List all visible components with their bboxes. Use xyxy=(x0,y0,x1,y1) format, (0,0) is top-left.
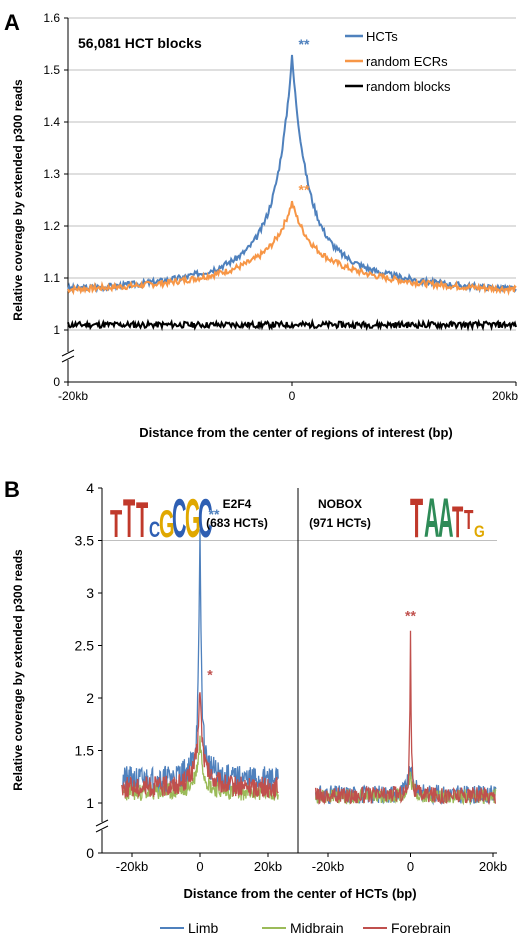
panel-a-x-axis-label: Distance from the center of regions of i… xyxy=(139,425,453,440)
panel-a-block-count: 56,081 HCT blocks xyxy=(78,35,202,51)
panel-b-series-nobox-forebrain xyxy=(314,630,497,806)
panel-b-x-tick-label: 20kb xyxy=(254,859,282,874)
panel-a-series-random-blocks xyxy=(67,317,517,332)
panel-b-significance-markers: ***** xyxy=(207,506,416,683)
panel-b-y-tick-label: 0 xyxy=(86,845,94,861)
motif-logo-letter: G xyxy=(159,502,175,546)
legend-label: Forebrain xyxy=(391,920,451,936)
motif-logo-letter: A xyxy=(438,487,454,549)
panel-a-y-tick-label: 1.3 xyxy=(43,167,60,181)
panel-a-letter: A xyxy=(4,10,20,35)
motif-logo-letter: T xyxy=(464,504,474,535)
motif-logo-letter: A xyxy=(424,487,440,549)
panel-a-x-ticks: -20kb 0 20kb xyxy=(58,382,518,403)
motif-hct-count: (971 HCTs) xyxy=(309,516,371,530)
panel-b-significance-marker: ** xyxy=(209,506,220,522)
panel-b-series-e2f4-forebrain xyxy=(121,692,279,800)
panel-b-letter: B xyxy=(4,477,20,502)
panel-b-significance-marker: * xyxy=(207,666,213,682)
motif-logo-letter: C xyxy=(172,486,186,548)
panel-a-y-tick-label: 1.6 xyxy=(43,11,60,25)
panel-a-y-tick-label: 1.4 xyxy=(43,115,60,129)
panel-b-x-axis-label: Distance from the center of HCTs (bp) xyxy=(183,886,416,901)
panel-b-y-tick-label: 1 xyxy=(86,795,94,811)
panel-a-legend: HCTs random ECRs random blocks xyxy=(345,29,451,94)
axis-break-mark xyxy=(95,819,109,827)
panel-b-y-tick-label: 2.5 xyxy=(75,638,95,654)
axis-break-gap xyxy=(96,822,108,830)
panel-a-y-tick-label: 1 xyxy=(53,323,60,337)
motif-logo-letter: C xyxy=(149,518,160,542)
panel-b-y-tick-label: 2 xyxy=(86,690,94,706)
motif-logo-letter: T xyxy=(136,494,148,549)
panel-b-x-ticks: -20kb 0 20kb -20kb 0 20kb xyxy=(116,853,507,874)
panel-b-significance-marker: ** xyxy=(405,608,416,624)
panel-a-y-tick-label: 1.5 xyxy=(43,63,60,77)
panel-a-gridlines xyxy=(68,17,516,331)
panel-a: A 011.11.21.31.41.51.6 -20kb 0 20kb **** 5… xyxy=(4,10,518,440)
panel-b-y-tick-label: 3 xyxy=(86,585,94,601)
axis-break-mark xyxy=(61,355,75,363)
panel-b-y-tick-label: 4 xyxy=(86,480,94,496)
motif-logo-letter: G xyxy=(474,523,485,541)
panel-b-series xyxy=(121,529,497,806)
panel-b-y-tick-label: 3.5 xyxy=(75,533,95,549)
axis-break-gap xyxy=(62,352,74,360)
panel-b-axis-break xyxy=(95,819,109,833)
panel-a-significance-marker: ** xyxy=(299,36,310,52)
legend-label: Limb xyxy=(188,920,219,936)
axis-break-mark xyxy=(95,825,109,833)
legend-label: Midbrain xyxy=(290,920,344,936)
legend-label: random blocks xyxy=(366,79,451,94)
panel-a-x-tick-label: -20kb xyxy=(58,389,88,403)
panel-b-x-tick-label: 0 xyxy=(407,859,414,874)
panel-b-motif-labels: E2F4 (683 HCTs) NOBOX (971 HCTs) xyxy=(206,497,371,530)
panel-a-y-axis-label: Relative coverage by extended p300 reads xyxy=(11,79,25,321)
panel-b-y-axis-label: Relative coverage by extended p300 reads xyxy=(11,549,25,791)
motif-logo-letter: G xyxy=(185,486,201,548)
legend-label: HCTs xyxy=(366,29,398,44)
motif-logo-letter: T xyxy=(123,486,135,548)
motif-logo-letter: T xyxy=(110,502,122,546)
motif-logo-letter: T xyxy=(452,498,463,548)
panel-a-series xyxy=(67,54,517,332)
panel-b-series-e2f4-midbrain xyxy=(121,735,279,801)
panel-b-y-tick-label: 1.5 xyxy=(75,743,95,759)
motif-name: NOBOX xyxy=(318,497,362,511)
motif-logo-letter: C xyxy=(198,486,212,548)
panel-b-legend: Limb Midbrain Forebrain xyxy=(160,920,451,936)
panel-b-x-tick-label: -20kb xyxy=(116,859,149,874)
panel-b-x-tick-label: -20kb xyxy=(312,859,345,874)
motif-name: E2F4 xyxy=(223,497,252,511)
panel-b-x-tick-label: 20kb xyxy=(479,859,507,874)
panel-a-significance-marker: ** xyxy=(299,182,310,198)
panel-a-y-tick-label: 1.1 xyxy=(43,271,60,285)
panel-a-x-tick-label: 20kb xyxy=(492,389,518,403)
panel-a-axis-break xyxy=(61,349,75,363)
panel-b-series-e2f4-limb xyxy=(121,529,279,794)
panel-a-y-tick-label: 1.2 xyxy=(43,219,60,233)
panel-a-significance-markers: ** ** xyxy=(299,36,310,198)
panel-b: B 011.522.533.54 -20kb 0 20kb -20kb 0 20kb **… xyxy=(4,477,507,936)
panel-b-y-ticks: 0 1 1.5 2 2.5 3 3.5 4 xyxy=(75,480,102,861)
axis-break-mark xyxy=(61,349,75,357)
panel-a-x-tick-label: 0 xyxy=(289,389,296,403)
panel-a-series-random-ecrs xyxy=(67,200,517,297)
panel-b-x-tick-label: 0 xyxy=(196,859,203,874)
panel-a-y-tick-label: 0 xyxy=(53,375,60,389)
legend-label: random ECRs xyxy=(366,54,448,69)
motif-hct-count: (683 HCTs) xyxy=(206,516,268,530)
panel-a-y-ticks: 0 1 1.1 1.2 1.3 1.4 1.5 1.6 xyxy=(43,11,68,389)
motif-logo-letter: T xyxy=(410,487,423,549)
